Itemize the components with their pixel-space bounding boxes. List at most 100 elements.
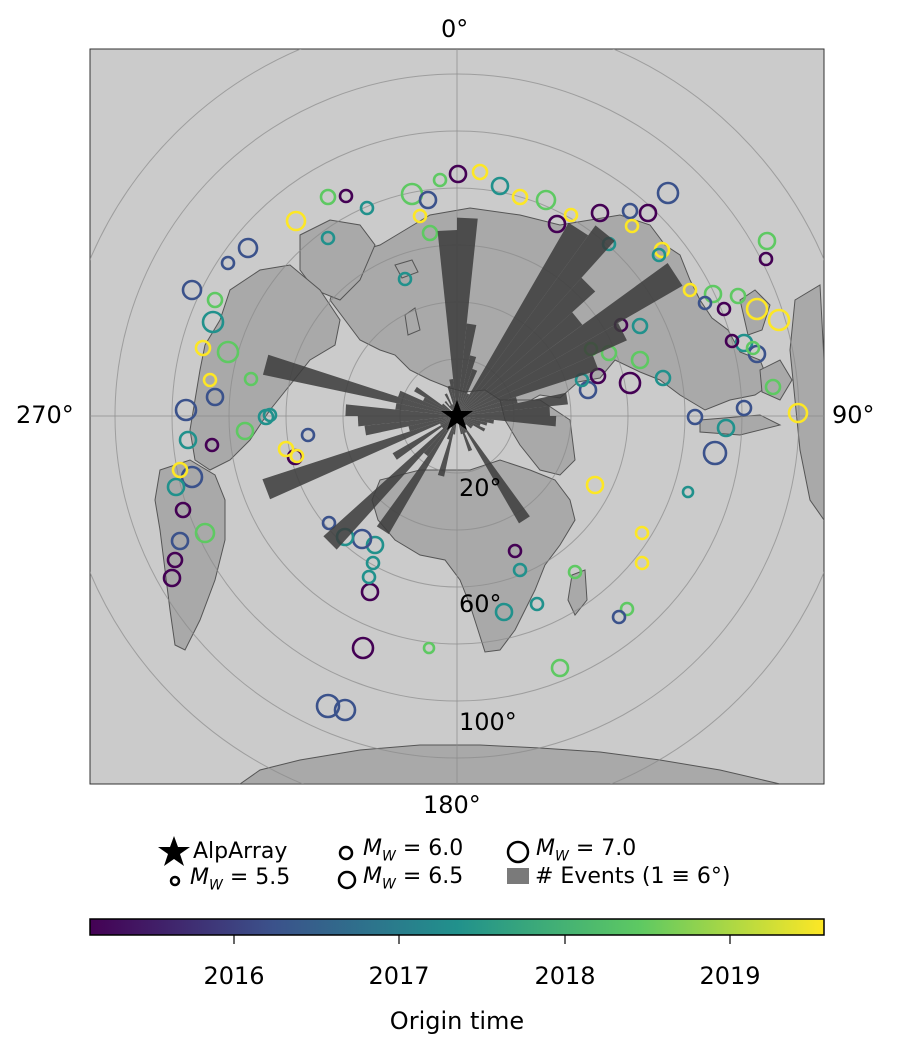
event-marker [166, 551, 184, 569]
event-marker [682, 282, 698, 298]
event-marker [277, 440, 295, 458]
event-marker [654, 369, 672, 387]
histogram-wedge [398, 390, 457, 416]
event-marker [764, 378, 782, 396]
event-marker [618, 371, 642, 395]
event-marker [397, 271, 413, 287]
event-marker [535, 189, 557, 211]
legend-bar-icon [507, 868, 529, 884]
histogram-wedge [345, 404, 457, 416]
event-marker [634, 555, 650, 571]
alparray-star-icon [441, 400, 473, 430]
event-marker [361, 569, 377, 585]
colorbar-tick-2016: 2016 [203, 962, 265, 990]
event-marker [432, 172, 448, 188]
event-marker [319, 188, 337, 206]
event-marker [181, 279, 203, 301]
event-marker [421, 224, 439, 242]
colorbar-title: Origin time [389, 1007, 525, 1035]
event-marker [490, 176, 510, 196]
histogram-wedge [357, 416, 457, 427]
azimuth-label-west: 270° [16, 401, 74, 429]
event-marker [220, 255, 236, 271]
azimuth-label-north: 0° [441, 15, 469, 43]
event-marker [621, 202, 639, 220]
event-marker [359, 200, 375, 216]
event-marker [315, 693, 341, 719]
land-british-isles [404, 307, 421, 336]
event-marker [494, 602, 514, 622]
event-marker [529, 596, 545, 612]
histogram-wedge [262, 354, 457, 416]
histogram-wedge [457, 312, 583, 416]
histogram-wedge [457, 416, 486, 432]
event-marker [656, 181, 680, 205]
legend-mag-70: MW = 7.0 [536, 836, 637, 865]
event-marker [235, 421, 255, 441]
histogram-wedge [408, 416, 457, 432]
event-marker [585, 475, 605, 495]
event-marker [300, 427, 316, 443]
event-marker [787, 402, 809, 424]
event-marker [321, 515, 337, 531]
event-marker [412, 208, 428, 224]
event-marker [178, 430, 198, 450]
event-marker [729, 287, 747, 305]
event-marker [631, 317, 649, 335]
event-marker [351, 636, 375, 660]
histogram-wedge [323, 416, 457, 550]
histogram-wedge [457, 368, 478, 416]
histogram-wedge [414, 386, 457, 416]
event-marker [418, 190, 438, 210]
legend-circle-55-icon [169, 875, 181, 887]
event-marker [448, 164, 468, 184]
event-marker [547, 214, 567, 234]
histogram-wedge [457, 323, 627, 416]
azimuth-histogram [262, 217, 683, 550]
legend-mag-55: MW = 5.5 [190, 865, 291, 894]
event-marker [216, 340, 240, 364]
event-marker [724, 333, 740, 349]
colorbar-tick-2017: 2017 [368, 962, 430, 990]
event-marker [651, 247, 667, 263]
legend-circle-70-icon [506, 840, 530, 864]
event-marker [638, 203, 658, 223]
event-marker [716, 301, 732, 317]
event-marker [745, 297, 769, 321]
event-marker [757, 231, 777, 251]
legend-circle-60-icon [338, 845, 354, 861]
event-marker [703, 284, 723, 304]
histogram-wedge [457, 416, 494, 424]
histogram-wedge [457, 355, 477, 416]
event-marker [702, 440, 728, 466]
event-marker [174, 398, 198, 422]
legend-station-label: AlpArray [193, 839, 288, 864]
event-marker [567, 564, 583, 580]
event-marker [333, 698, 357, 722]
event-marker [471, 163, 489, 181]
event-marker [338, 188, 354, 204]
event-marker [745, 340, 761, 356]
event-marker [681, 485, 695, 499]
event-marker [320, 230, 336, 246]
event-marker [194, 522, 216, 544]
legend-events-label: # Events (1 ≡ 6°) [535, 864, 731, 889]
land-australia [789, 284, 824, 521]
event-marker [686, 408, 704, 426]
event-marker [512, 562, 528, 578]
histogram-wedge [457, 416, 488, 426]
event-marker [550, 658, 570, 678]
histogram-wedge [457, 222, 589, 416]
event-marker [237, 237, 259, 259]
event-marker [767, 308, 791, 332]
legend-mag-60: MW = 6.0 [363, 836, 464, 865]
event-marker [697, 295, 713, 311]
histogram-wedge [364, 416, 457, 436]
histogram-wedge [262, 416, 457, 500]
event-marker [634, 525, 650, 541]
legend-mag-65: MW = 6.5 [363, 864, 464, 893]
azimuth-label-south: 180° [423, 791, 481, 819]
legend-symbols [158, 836, 530, 890]
azimuth-label-east: 90° [832, 401, 875, 429]
